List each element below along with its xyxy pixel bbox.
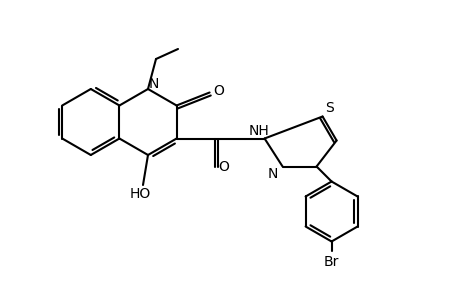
Text: O: O [218, 160, 229, 173]
Text: NH: NH [248, 124, 269, 137]
Text: S: S [325, 100, 333, 115]
Text: Br: Br [323, 254, 339, 268]
Text: HO: HO [129, 187, 150, 201]
Text: N: N [149, 77, 159, 91]
Text: N: N [267, 167, 277, 181]
Text: O: O [213, 83, 224, 98]
